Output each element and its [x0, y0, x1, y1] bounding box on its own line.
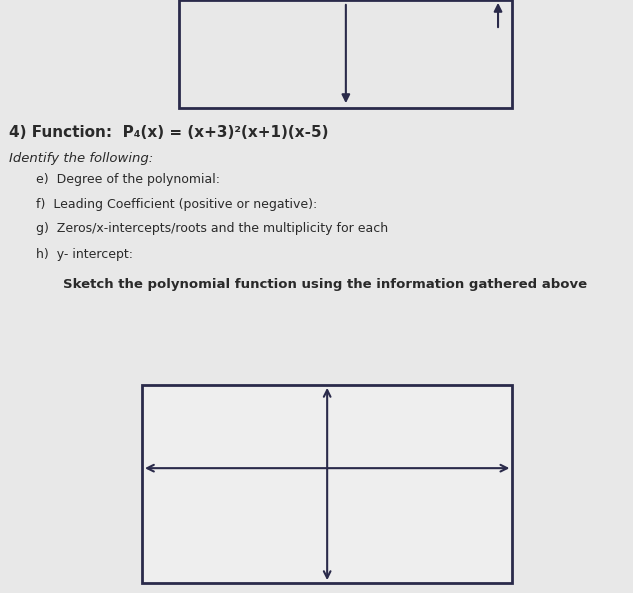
Bar	[180, 0, 512, 108]
Text: Sketch the polynomial function using the information gathered above: Sketch the polynomial function using the…	[63, 278, 587, 291]
Text: f)  Leading Coefficient (positive or negative):: f) Leading Coefficient (positive or nega…	[35, 198, 316, 211]
Text: 4) Function:  P₄(x) = (x+3)²(x+1)(x-5): 4) Function: P₄(x) = (x+3)²(x+1)(x-5)	[9, 125, 329, 140]
Text: g)  Zeros/x-intercepts/roots and the multiplicity for each: g) Zeros/x-intercepts/roots and the mult…	[35, 222, 387, 235]
Text: e)  Degree of the polynomial:: e) Degree of the polynomial:	[35, 173, 220, 186]
Text: h)  y- intercept:: h) y- intercept:	[35, 248, 132, 261]
Bar	[142, 385, 512, 583]
Text: Identify the following:: Identify the following:	[9, 152, 154, 165]
